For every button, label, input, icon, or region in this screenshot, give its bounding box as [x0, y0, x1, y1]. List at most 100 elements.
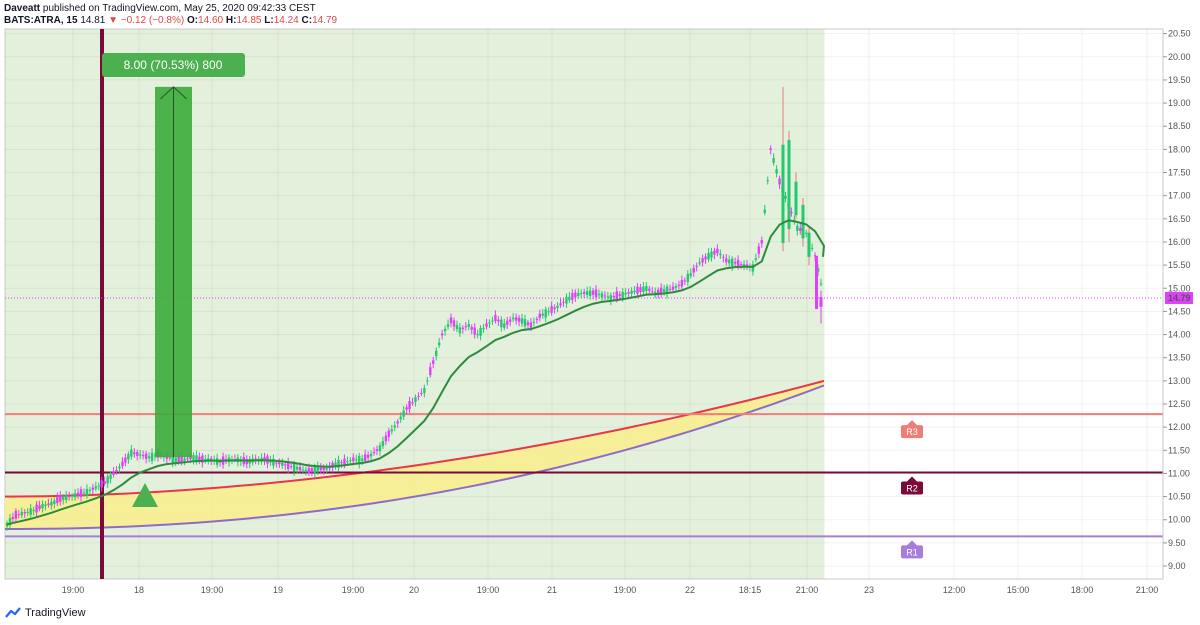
author-name[interactable]: Daveatt [4, 3, 41, 14]
candle-body [443, 328, 447, 332]
candle-body [794, 181, 798, 216]
candle-body [62, 496, 65, 500]
price-tick-label: 17.00 [1168, 191, 1191, 201]
candle-body [218, 461, 222, 463]
candle-body [470, 326, 473, 330]
candle-body [816, 268, 820, 272]
candle-body [815, 255, 818, 310]
candle-body [810, 247, 814, 249]
candle-body [621, 291, 624, 298]
level-badge-r1: R1 [901, 540, 923, 559]
candle-body [467, 323, 470, 327]
candle-body [171, 455, 174, 463]
candle-body [53, 500, 56, 504]
candle-body [455, 325, 459, 330]
candle-body [500, 319, 503, 328]
candle-body [662, 289, 666, 293]
candle-body [281, 462, 284, 466]
high-label: H: [225, 15, 237, 26]
candle-body [319, 467, 322, 471]
time-tick-label: 15:00 [1007, 585, 1030, 595]
candle-body [50, 501, 53, 506]
candle-body [731, 258, 734, 267]
candle-body [739, 264, 743, 266]
time-tick-label: 22 [685, 585, 695, 595]
price-tick-label: 14.50 [1168, 306, 1191, 316]
price-tick-label: 19.00 [1168, 98, 1191, 108]
candle-body [355, 459, 358, 461]
candle-body [147, 456, 151, 459]
candle-body [375, 449, 379, 452]
candle-body [118, 466, 121, 469]
candle-body [82, 492, 86, 494]
price-tick-label: 18.00 [1168, 144, 1191, 154]
candle-body [177, 456, 180, 463]
plot-area[interactable] [4, 28, 1164, 580]
candle-body [781, 144, 785, 243]
candle-body [452, 320, 456, 327]
candle-body [168, 457, 171, 459]
candle-body [180, 457, 183, 462]
time-tick-label: 18:00 [1071, 585, 1094, 595]
candle-body [482, 327, 485, 330]
candle-body [65, 495, 68, 501]
last-price-tag-label: 14.79 [1168, 293, 1191, 303]
time-axis[interactable]: 19:00 18 19:00 19 19:00 20 19:00 21 19:00 22 18:15… [62, 585, 1159, 595]
candle-body [733, 261, 737, 264]
candle-body [698, 262, 701, 264]
candle-body [485, 323, 488, 327]
chart-overlays: R3 R2 R1 8.00 (70.53%) 800 [102, 53, 923, 559]
price-tick-label: 20.00 [1168, 52, 1191, 62]
symbol-label: BATS:ATRA, 15 [4, 15, 78, 26]
time-tick-label: 19:00 [201, 585, 224, 595]
candle-body [757, 246, 761, 254]
candle-body [476, 334, 479, 336]
time-tick-label: 23 [864, 585, 874, 595]
candle-body [446, 324, 450, 327]
candle-body [449, 317, 453, 324]
candle-body [112, 471, 115, 475]
candle-body [402, 410, 405, 417]
price-tick-label: 10.50 [1168, 492, 1191, 502]
price-axis[interactable]: 9.00 9.50 10.00 10.50 11.00 11.50 12.00 12.50 13… [1162, 29, 1193, 579]
candle-body [677, 284, 681, 286]
candle-body [44, 504, 47, 506]
candle-body [716, 248, 719, 254]
candle-body [630, 290, 633, 294]
candle-body [11, 517, 15, 520]
candle-body [313, 466, 317, 474]
candle-body [325, 468, 328, 470]
price-tick-label: 14.00 [1168, 330, 1191, 340]
candle-body [517, 317, 521, 322]
level-badge-label: R3 [906, 427, 918, 437]
candle-body [689, 273, 692, 276]
candle-body [612, 296, 615, 298]
candle-body [337, 459, 340, 468]
candle-body [301, 469, 305, 471]
candle-body [59, 495, 62, 502]
change-value: ▼ −0.12 (−0.8%) [108, 15, 185, 26]
candle-body [713, 250, 716, 255]
candle-body [473, 327, 476, 335]
candle-body [784, 196, 787, 199]
candle-body [334, 462, 337, 467]
tradingview-logo[interactable]: TradingView [5, 605, 86, 621]
candle-body [742, 264, 746, 267]
level-badge-label: R2 [906, 484, 918, 494]
candle-body [538, 313, 541, 318]
candle-body [307, 468, 311, 474]
candle-body [627, 291, 630, 294]
candle-body [503, 323, 506, 328]
close-value: 14.79 [312, 15, 338, 26]
candle-body [588, 290, 592, 296]
candle-body [56, 497, 59, 504]
last-price-value: 14.81 [80, 15, 106, 26]
candle-body [633, 290, 636, 293]
candle-body [541, 313, 544, 316]
measure-label: 8.00 (70.53%) 800 [124, 58, 223, 72]
candle-body [479, 328, 482, 336]
candle-body [683, 280, 687, 282]
candle-body [378, 445, 382, 452]
candle-body [769, 148, 772, 151]
